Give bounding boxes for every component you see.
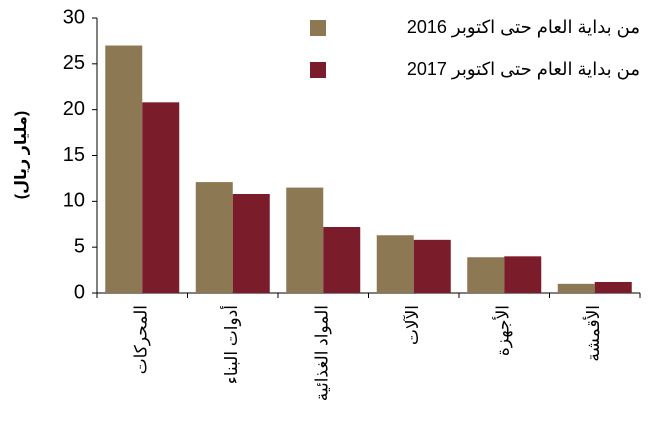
x-tick-label: الأقمشة — [583, 305, 603, 362]
bar — [323, 227, 361, 293]
y-tick-label: 20 — [63, 98, 85, 120]
bar — [467, 257, 505, 293]
legend-label: من بداية العام حتى اكتوبر 2017 — [407, 59, 640, 80]
x-tick-label: المحركات — [132, 305, 151, 374]
bar — [142, 102, 180, 293]
x-tick-label: الآلات — [402, 305, 422, 345]
bar — [232, 194, 270, 293]
bar — [594, 282, 632, 293]
legend-swatch — [310, 62, 326, 78]
bar — [105, 45, 143, 293]
bar — [504, 256, 542, 293]
bar — [195, 182, 233, 293]
y-tick-label: 0 — [74, 281, 85, 303]
legend-swatch — [310, 20, 326, 36]
x-tick-label: أدوات البناء — [220, 305, 241, 384]
y-tick-label: 10 — [63, 190, 85, 212]
bar — [557, 283, 595, 293]
y-axis-label: (مليار ريال) — [13, 111, 30, 199]
x-tick-label: المواد الغذائية — [313, 305, 332, 401]
bar — [376, 235, 414, 293]
x-tick-label: الأجهزة — [493, 305, 514, 356]
bar — [413, 239, 451, 293]
legend-label: من بداية العام حتى اكتوبر 2016 — [407, 17, 640, 38]
y-tick-label: 25 — [63, 52, 85, 74]
bar — [286, 187, 324, 293]
y-tick-label: 5 — [74, 235, 85, 257]
y-tick-label: 15 — [63, 144, 85, 166]
y-tick-label: 30 — [63, 6, 85, 28]
